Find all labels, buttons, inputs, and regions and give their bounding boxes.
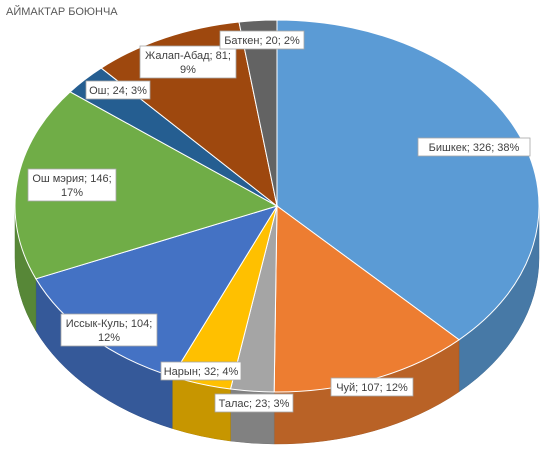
data-label-text: Жалап-Абад; 81; 9% xyxy=(145,50,231,76)
pie-slice-9 xyxy=(238,19,278,207)
data-label-box xyxy=(85,80,151,100)
pie-slice-6 xyxy=(14,91,279,280)
data-label-5: Иссык-Куль; 104; 12% xyxy=(60,313,158,347)
data-label-text: Бишкек; 326; 38% xyxy=(429,142,520,154)
data-label-1: Бишкек; 326; 38% xyxy=(417,137,531,157)
data-label-box xyxy=(214,393,294,413)
data-label-box xyxy=(160,361,242,381)
data-label-2: Чуй; 107; 12% xyxy=(330,377,414,397)
data-label-4: Нарын; 32; 4% xyxy=(160,361,242,381)
data-label-box xyxy=(60,313,158,347)
data-label-3: Талас; 23; 3% xyxy=(214,393,294,413)
data-label-text: Нарын; 32; 4% xyxy=(164,366,239,378)
data-label-text: Ош мэрия; 146; 17% xyxy=(32,173,111,199)
data-label-box xyxy=(330,377,414,397)
data-label-text: Иссык-Куль; 104; 12% xyxy=(66,318,153,344)
data-label-text: Чуй; 107; 12% xyxy=(336,382,408,394)
data-label-text: Ош; 24; 3% xyxy=(89,85,147,97)
data-label-box xyxy=(27,168,117,202)
chart-title: АЙМАКТАР БОЮНЧА xyxy=(6,6,118,18)
data-label-box xyxy=(139,45,237,79)
data-label-7: Ош; 24; 3% xyxy=(85,80,151,100)
pie-slice-1 xyxy=(276,19,540,341)
data-label-6: Ош мэрия; 146; 17% xyxy=(27,168,117,202)
data-label-text: Талас; 23; 3% xyxy=(219,398,290,410)
data-label-text: Баткен; 20; 2% xyxy=(224,35,300,47)
data-label-box xyxy=(219,30,305,50)
data-label-8: Жалап-Абад; 81; 9% xyxy=(139,45,237,79)
pie-labels-group: Бишкек; 326; 38% Чуй; 107; 12% Талас; 23; … xyxy=(27,30,531,413)
data-label-box xyxy=(417,137,531,157)
data-label-9: Баткен; 20; 2% xyxy=(219,30,305,50)
